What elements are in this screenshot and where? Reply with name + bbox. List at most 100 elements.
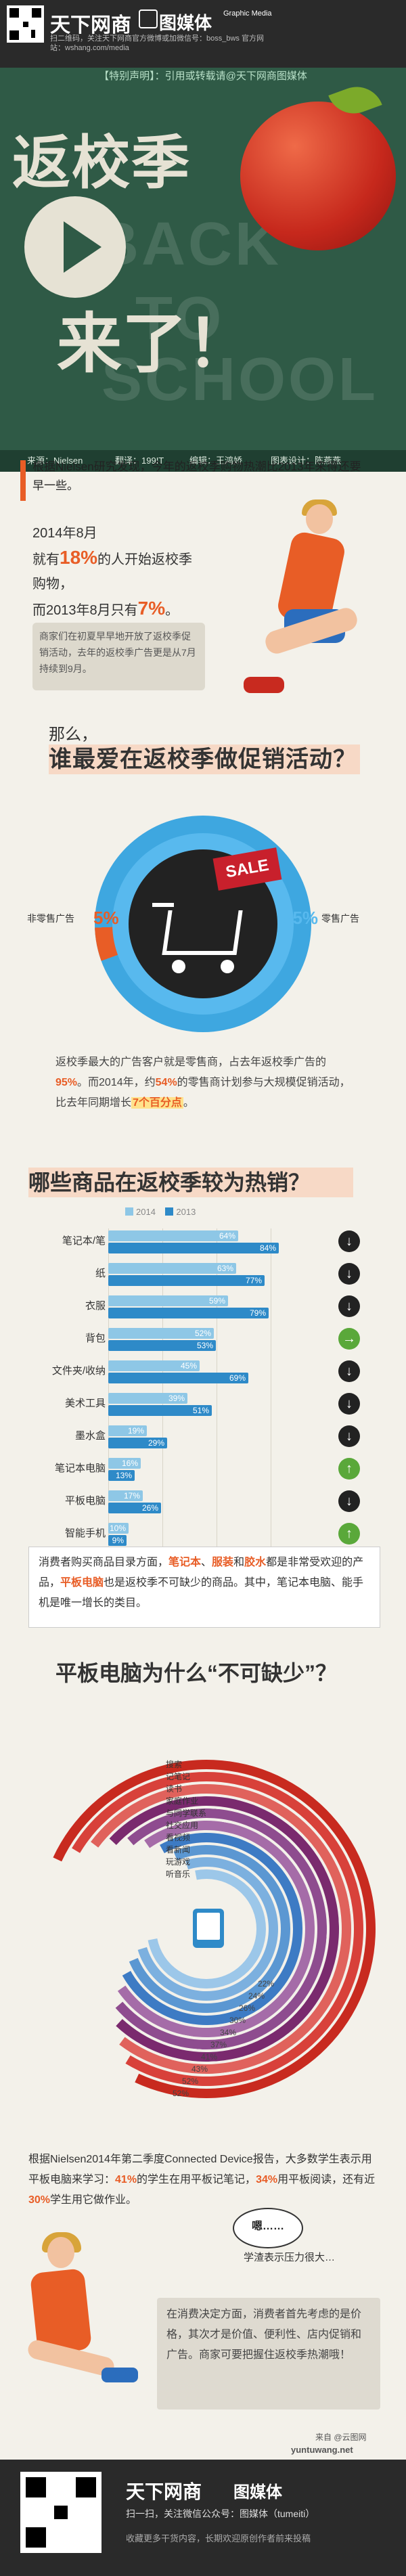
- bar-2013: 79%: [108, 1308, 269, 1318]
- bar-label: 墨水盒: [74, 1430, 106, 1442]
- bar-row: 智能手机 10% 9% ↑: [0, 1517, 406, 1550]
- footer-qr-code-icon[interactable]: [20, 2472, 102, 2553]
- bar-2013: 13%: [108, 1470, 135, 1481]
- bar-2014-value: 19%: [127, 1426, 144, 1436]
- usage-label: 听音乐: [166, 1869, 191, 1879]
- section3-summary: 消费者购买商品目录方面，笔记本、服装和胶水都是非常受欢迎的产品，平板电脑也是返校…: [28, 1547, 380, 1628]
- bar-2013-value: 77%: [245, 1276, 262, 1285]
- usage-pct: 30%: [229, 2016, 246, 2025]
- bar-2014: 52%: [108, 1328, 214, 1339]
- trend-down-arrow-icon: ↓: [338, 1230, 360, 1252]
- usage-pct: 41%: [201, 2052, 218, 2062]
- bar-2014-value: 52%: [194, 1329, 211, 1338]
- runner-illustration: [306, 504, 333, 534]
- bar-row: 笔记本/笔 64% 84% ↓: [0, 1225, 406, 1258]
- graphic-media-en: Graphic Media: [223, 9, 272, 18]
- usage-label: 读书: [166, 1784, 183, 1794]
- bar-2013-value: 53%: [196, 1341, 213, 1350]
- bar-label: 美术工具: [64, 1398, 106, 1409]
- bar-2013: 69%: [108, 1373, 248, 1383]
- bar-2014-value: 39%: [168, 1394, 185, 1403]
- footer-line1: 扫一扫，关注微信公众号：图媒体（tumeiti）: [126, 2508, 315, 2519]
- usage-label: 家庭作业: [166, 1796, 199, 1806]
- section1-lead: 根据Nielsen研究发现，今年的返校季购物热潮比2013年来得还要早一些。: [32, 460, 361, 492]
- qr-code-icon[interactable]: [7, 5, 44, 43]
- chalk-bg-decoration: TO: [135, 285, 225, 353]
- footer-brand[interactable]: 天下网商: [126, 2481, 202, 2502]
- brand-logo-text[interactable]: 天下网商: [50, 14, 131, 37]
- bar-2013: 9%: [108, 1535, 127, 1546]
- site-url[interactable]: yuntuwang.net: [291, 2445, 353, 2455]
- fact-line3: 而2013年8月只有7%。: [32, 598, 179, 619]
- credit-designer: 图表设计：陈燕燕: [271, 456, 342, 466]
- bar-2014-value: 64%: [219, 1231, 235, 1241]
- bar-label: 纸: [95, 1268, 106, 1279]
- hero-title-line1: 返校季: [12, 131, 191, 196]
- usage-label: 看视频: [166, 1833, 191, 1842]
- credit-translator: 翻译：199IT: [115, 456, 164, 466]
- trend-down-arrow-icon: ↓: [338, 1393, 360, 1415]
- runner-illustration: [244, 677, 284, 693]
- bar-label: 背包: [85, 1333, 106, 1344]
- gridline: [108, 1228, 109, 1557]
- conclusion-box: 在消费决定方面，消费者首先考虑的是价格，其次才是价值、便利性、店内促销和广告。商…: [157, 2298, 380, 2410]
- bar-2014-value: 16%: [121, 1459, 138, 1468]
- bar-legend: 2014 2013: [125, 1207, 196, 1217]
- cart-icon: [172, 960, 185, 973]
- section2-text: 返校季最大的广告客户就是零售商，占去年返校季广告的95%。而2014年，约54%…: [55, 1057, 351, 1109]
- bar-2014: 64%: [108, 1230, 238, 1241]
- bar-row: 文件夹/收纳 45% 69% ↓: [0, 1355, 406, 1387]
- credits-bar: 来源：Nielsen 翻译：199IT 编辑：王鸿娇 图表设计：陈燕燕: [0, 450, 406, 472]
- bar-2014-value: 17%: [123, 1491, 140, 1501]
- usage-label: 看新闻: [166, 1845, 191, 1855]
- usage-label: 搜索: [166, 1760, 183, 1769]
- usage-pct: 43%: [191, 2064, 208, 2074]
- trend-up-arrow-icon: ↑: [338, 1458, 360, 1480]
- bar-2013: 51%: [108, 1405, 212, 1416]
- bar-2014-value: 10%: [109, 1524, 126, 1533]
- footer-line2: 收藏更多干货内容，长期欢迎原创作者前来投稿: [126, 2533, 311, 2544]
- bar-row: 美术工具 39% 51% ↓: [0, 1387, 406, 1420]
- play-icon[interactable]: [24, 196, 126, 298]
- fact-pct-2013: 7%: [137, 598, 166, 619]
- bar-2013: 26%: [108, 1503, 161, 1513]
- usage-pct: 52%: [182, 2077, 199, 2086]
- bar-label: 衣服: [85, 1300, 106, 1312]
- usage-label: 玩游戏: [166, 1857, 191, 1867]
- fact-line2: 就有18%的人开始返校季购物，: [32, 547, 193, 592]
- usage-pct: 34%: [220, 2028, 237, 2037]
- non-retail-pct: 5%: [93, 908, 119, 928]
- section3-question: 哪些商品在返校季较为热销？: [28, 1168, 353, 1197]
- graphic-media-icon: [139, 9, 158, 28]
- bar-2013-value: 26%: [141, 1503, 158, 1513]
- fact-pct-2014: 18%: [60, 547, 98, 568]
- bar-2014: 59%: [108, 1295, 228, 1306]
- apple-icon: [240, 102, 396, 250]
- usage-label: 与同学联系: [166, 1808, 207, 1818]
- bubble-caption: 学渣表示压力很大…: [244, 2252, 336, 2263]
- bar-2014-value: 45%: [180, 1361, 197, 1371]
- trend-down-arrow-icon: ↓: [338, 1360, 360, 1382]
- bar-2013-value: 29%: [148, 1438, 164, 1448]
- header-bar: 天下网商 图媒体 Graphic Media 扫二维码，关注天下网商官方微博或加…: [0, 0, 406, 68]
- note-box: 商家们在初夏早早地开放了返校季促销活动，去年的返校季广告更是从7月持续到9月。: [32, 623, 205, 690]
- bar-2013-value: 69%: [229, 1373, 246, 1383]
- usage-pct: 24%: [248, 1991, 265, 2001]
- speech-bubble: 嗯……: [233, 2208, 303, 2248]
- bar-2014: 45%: [108, 1360, 200, 1371]
- gridline: [162, 1228, 163, 1557]
- usage-pct: 37%: [210, 2040, 227, 2049]
- student-illustration: [102, 2368, 138, 2382]
- bar-2013: 84%: [108, 1243, 279, 1253]
- bar-2013-value: 13%: [115, 1471, 132, 1480]
- bar-2014: 39%: [108, 1393, 187, 1404]
- bar-2014-value: 63%: [217, 1264, 233, 1273]
- bar-2014: 63%: [108, 1263, 236, 1274]
- bar-2013-value: 79%: [249, 1308, 266, 1318]
- bar-2013: 53%: [108, 1340, 216, 1351]
- footer-brand2: 图媒体: [233, 2483, 282, 2502]
- trend-down-arrow-icon: ↓: [338, 1295, 360, 1317]
- header-subtext: 扫二维码，关注天下网商官方微博或加微信号：boss_bws 官方网站：wshan…: [50, 35, 264, 52]
- bar-label: 平板电脑: [64, 1495, 106, 1507]
